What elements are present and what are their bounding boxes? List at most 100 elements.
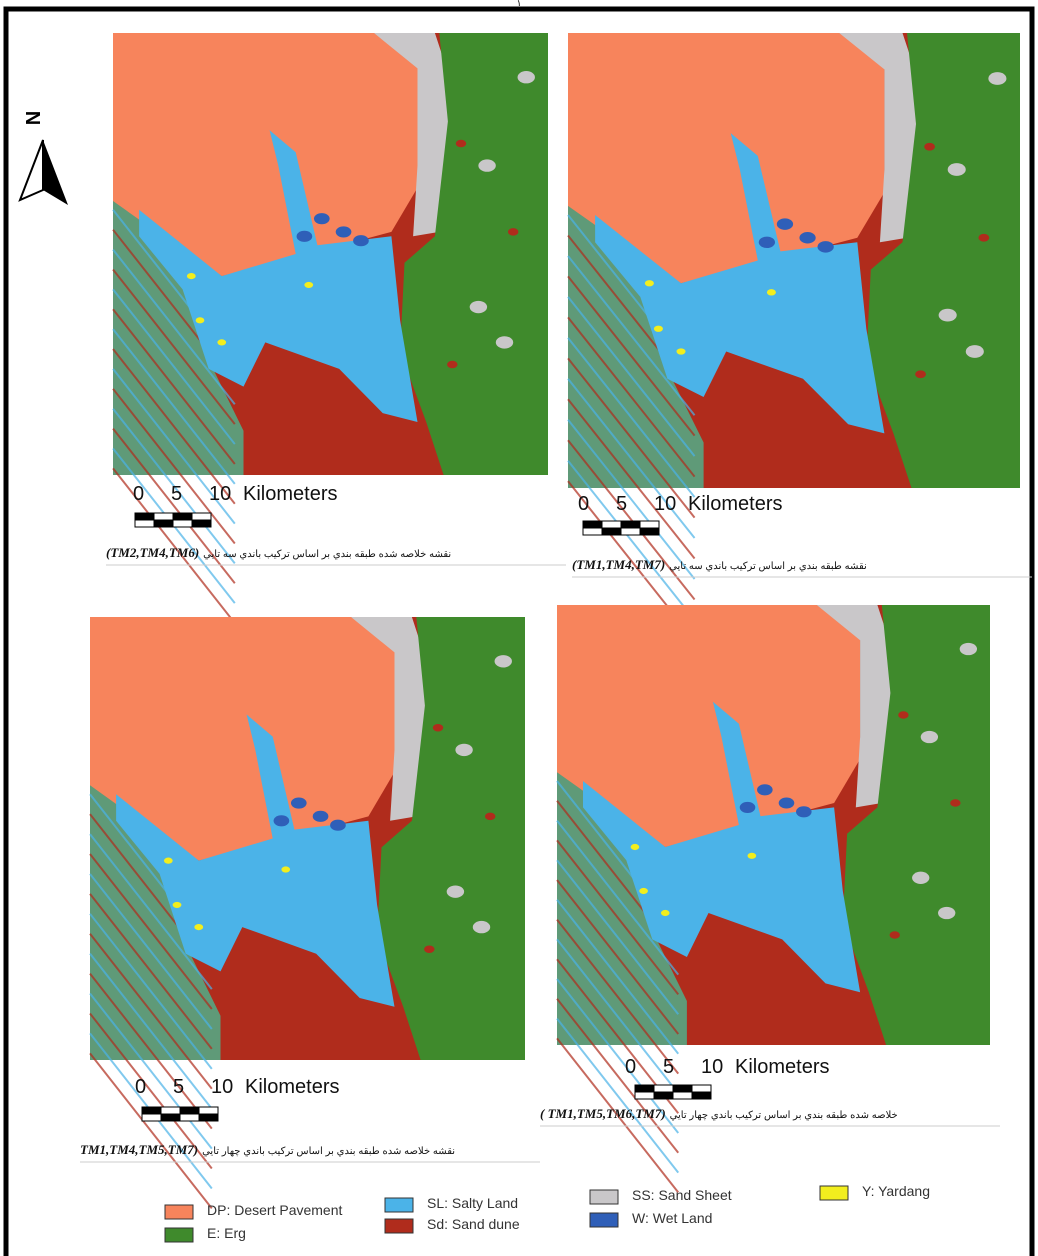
sand-sheet-spot (938, 308, 957, 322)
scale-bar (639, 527, 660, 536)
stripe (556, 978, 680, 1134)
caption-bands: (TM1,TM4,TM7) (572, 557, 666, 572)
stripe (556, 899, 680, 1055)
sand-sheet-spot (494, 655, 512, 668)
sand-sheet-spot (495, 336, 514, 349)
sand-sheet-spot (912, 871, 930, 884)
stripe (556, 879, 680, 1035)
sand-dune-spot (924, 142, 936, 151)
sand-sheet-spot (478, 159, 496, 172)
scale-bar (672, 1091, 693, 1100)
wet-land (313, 213, 330, 225)
sand-dune-spot (978, 233, 990, 242)
stripe (556, 1017, 680, 1174)
yardang (186, 273, 196, 280)
stripe (556, 918, 680, 1075)
yardang (653, 325, 663, 332)
sand-sheet-spot (455, 743, 473, 757)
stripe (112, 408, 236, 565)
map-panel (567, 33, 1020, 642)
stripe (112, 427, 236, 584)
scale-label: 5 (616, 493, 627, 516)
sand-sheet-spot (469, 300, 488, 314)
yardang (766, 289, 776, 296)
yardang (639, 887, 648, 895)
wet-land (330, 819, 346, 831)
stripe (567, 460, 696, 621)
stripe (112, 388, 236, 545)
stripe (89, 913, 213, 1070)
yardang (644, 280, 654, 287)
stripe (112, 268, 236, 425)
scale-bar (634, 1084, 655, 1093)
yardang (747, 852, 757, 859)
frame (3, 6, 1035, 1256)
sand-dune-spot (455, 139, 467, 148)
stripe (112, 328, 236, 485)
desert-pavement (557, 605, 861, 847)
scale-text: 5 (173, 1076, 185, 1098)
stripe (567, 296, 696, 457)
legend-swatch (819, 1185, 849, 1201)
legend-swatch (164, 1204, 194, 1220)
stripe (89, 833, 213, 990)
scale-label: 0 (133, 483, 144, 506)
stripe (556, 998, 680, 1154)
stripe (567, 378, 696, 539)
stripe (567, 357, 696, 519)
stripe (112, 308, 236, 465)
scale-bar (601, 520, 622, 529)
stripe (556, 859, 680, 1015)
scale-label: 5 (171, 483, 182, 506)
yardang (676, 348, 686, 355)
legend-swatch (384, 1218, 414, 1234)
scale-text: 10 (209, 483, 232, 505)
sand-sheet-spot (938, 906, 956, 920)
wet-land (817, 241, 834, 253)
scale-bar (141, 1106, 162, 1115)
scale-text: 10 (211, 1076, 234, 1098)
sand-dune-spot (898, 711, 909, 719)
sand-sheet (351, 617, 430, 821)
north-label: N (23, 111, 45, 125)
sand-dune-spot (424, 945, 435, 953)
yardang (630, 843, 640, 851)
scale-text: 0 (133, 483, 145, 505)
scale-label: 5 (663, 1056, 674, 1079)
caption-text: خلاصه شده طبقه بندي بر اساس تركيب باندي … (669, 1110, 898, 1121)
erg (377, 617, 525, 1060)
wet-land (312, 810, 329, 822)
scale-text: 0 (135, 1076, 147, 1098)
wet-land (739, 801, 756, 813)
wet-land (290, 797, 307, 809)
scale-bar (160, 1113, 181, 1122)
scale-bar (582, 527, 603, 536)
yardang (172, 901, 182, 909)
sand-dune-spot (507, 228, 519, 236)
stripe (112, 348, 236, 505)
map-caption: TM1,TM4,TM5,TM7) نقشه خلاصه شده طبقه بندي… (80, 1142, 455, 1158)
scale-text: 0 (578, 493, 590, 515)
scale-text: Kilometers (245, 1076, 340, 1098)
scale-text: 10 (654, 493, 677, 515)
scale-label: 10 (654, 493, 676, 516)
legend-label: W: Wet Land (632, 1210, 713, 1226)
scale-bar (198, 1113, 219, 1122)
yardang (195, 317, 205, 324)
desert-pavement (90, 617, 395, 861)
sand-dune-spot (889, 931, 900, 939)
scale-bar (191, 512, 212, 521)
erg (866, 33, 1020, 488)
scale-bar (160, 1106, 181, 1115)
wet-land (796, 806, 812, 818)
wet-land (799, 232, 816, 244)
stripe (89, 953, 213, 1110)
stripe (89, 1052, 213, 1210)
scale-bar (134, 512, 155, 521)
scale-label: Kilometers (735, 1056, 829, 1079)
scale-bar (172, 519, 193, 528)
yardang (194, 923, 204, 931)
wet-land (273, 815, 290, 827)
wet-land (778, 797, 795, 809)
salty-land (595, 133, 885, 434)
